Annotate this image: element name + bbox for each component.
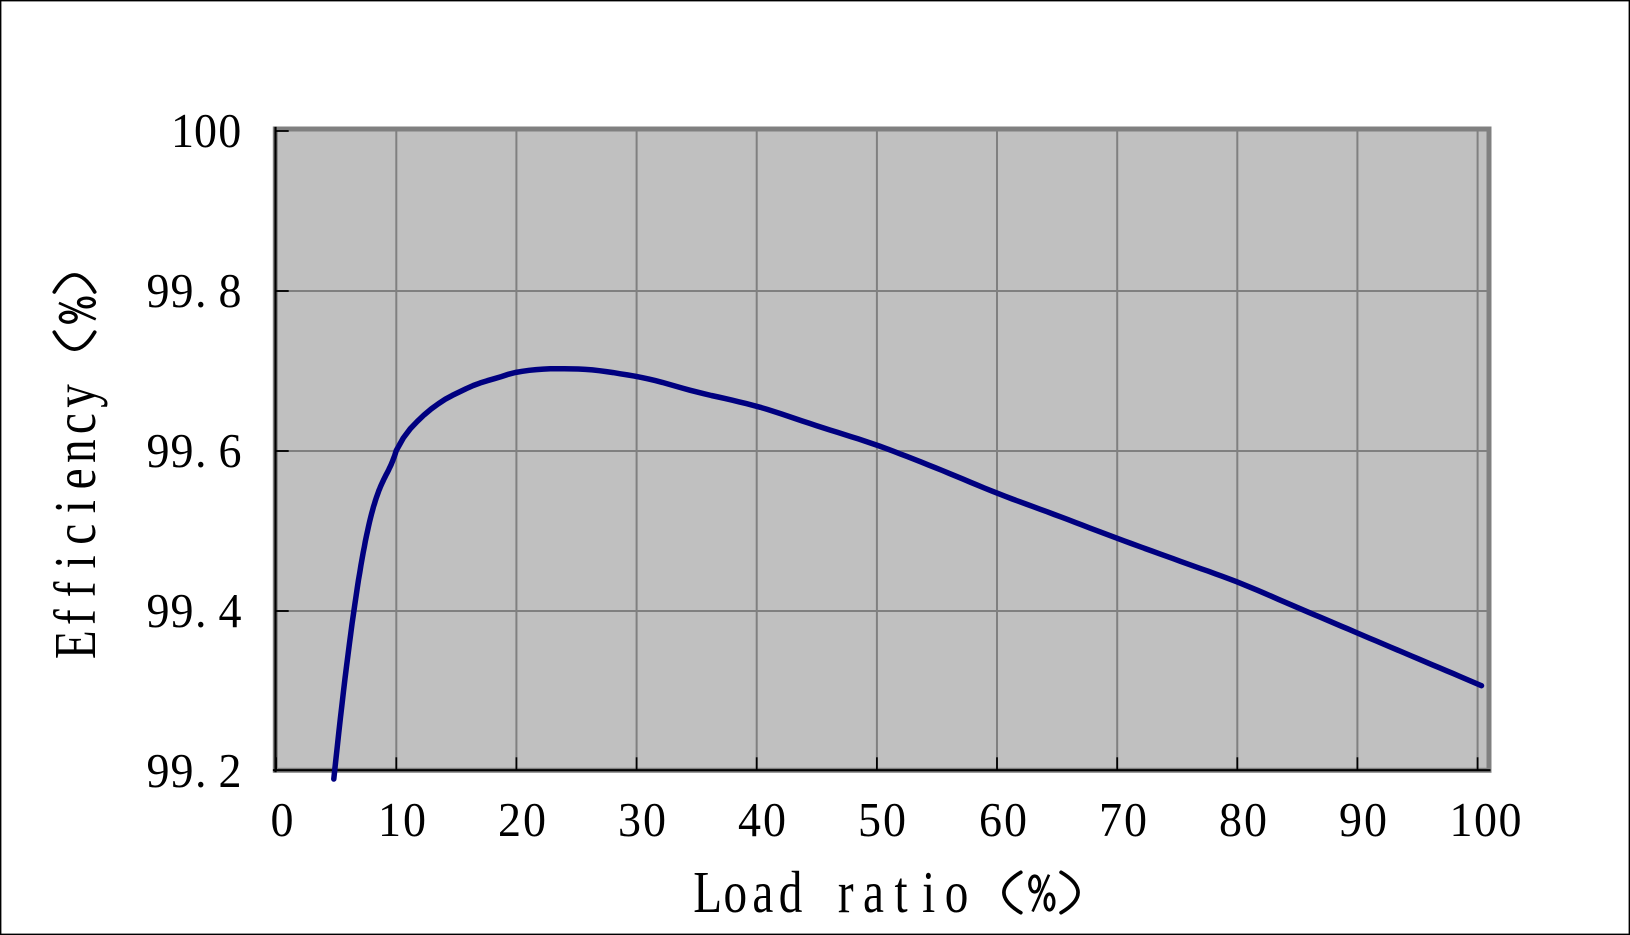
svg-text:100: 100	[1450, 794, 1522, 848]
svg-text:0: 0	[271, 794, 294, 848]
svg-text:99.4: 99.4	[147, 585, 242, 639]
svg-text:100: 100	[171, 105, 241, 159]
